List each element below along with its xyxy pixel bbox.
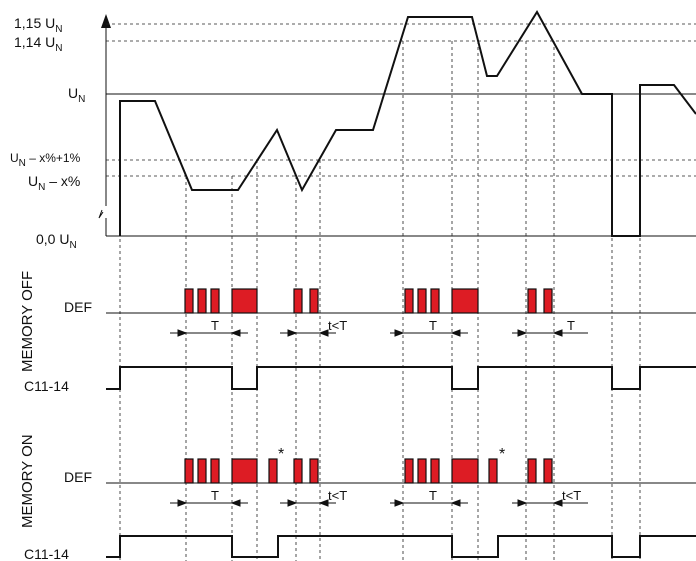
label-1-15-un: 1,15 UN	[14, 15, 62, 35]
memory-off-t-label-2: t<T	[328, 318, 347, 333]
memory-off-def-label: DEF	[64, 299, 92, 315]
memory-off-t-label-3: T	[429, 318, 437, 333]
axis-break-mark	[98, 209, 104, 219]
memory-on-label: MEMORY ON	[19, 434, 36, 528]
memory-on-t-label-1: T	[211, 488, 219, 503]
y-axis-arrow	[101, 14, 111, 28]
label-un-minus-x-plus-1: UN – x%+1%	[10, 151, 81, 169]
label-1-14-un: 1,14 UN	[14, 34, 62, 54]
memory-on-def-pulses	[184, 458, 553, 484]
memory-off-t-label-1: T	[211, 318, 219, 333]
label-un-minus-x: UN – x%	[28, 173, 80, 193]
memory-off-def-pulses	[184, 288, 553, 314]
memory-off-relay-waveform	[106, 366, 696, 390]
voltage-waveform	[119, 10, 696, 237]
label-zero-un: 0,0 UN	[36, 231, 77, 251]
memory-off-interval-arrows	[170, 329, 588, 337]
memory-on-interval-arrows	[170, 499, 588, 507]
memory-on-t-label-4: t<T	[562, 488, 581, 503]
memory-on-t-label-3: T	[429, 488, 437, 503]
memory-on-marker-2: *	[499, 446, 505, 463]
memory-on-relay-label: C11-14	[24, 546, 69, 561]
memory-off-t-label-4: T	[567, 318, 575, 333]
memory-on-marker-1: *	[278, 446, 284, 463]
memory-off-label: MEMORY OFF	[19, 271, 36, 372]
memory-on-def-label: DEF	[64, 469, 92, 485]
memory-on-relay-waveform	[106, 535, 696, 558]
memory-on-t-label-2: t<T	[328, 488, 347, 503]
memory-off-relay-label: C11-14	[24, 378, 69, 394]
label-un: UN	[68, 85, 85, 105]
